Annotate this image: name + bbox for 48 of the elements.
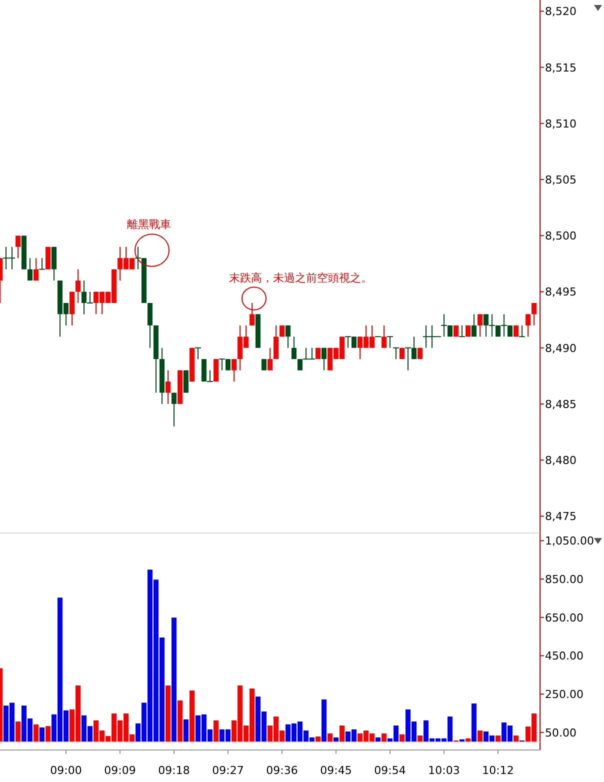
- x-tick-label: 09:36: [266, 764, 298, 777]
- x-tick-label: 09:45: [320, 764, 352, 777]
- bar: [45, 726, 50, 742]
- annotation: 末跌高，未過之前空頭視之。: [228, 271, 372, 284]
- y-tick-label: 8,505: [545, 174, 576, 187]
- bar: [189, 690, 194, 742]
- bar: [178, 700, 182, 742]
- bar: [171, 618, 176, 742]
- bar: [471, 703, 476, 742]
- bar: [417, 735, 422, 742]
- y-tick-label: 8,515: [545, 61, 576, 74]
- bar: [214, 720, 218, 742]
- y-tick-label: 50.00: [545, 726, 576, 740]
- x-tick-label: 10:12: [482, 764, 514, 777]
- y-tick-label: 8,520: [545, 5, 576, 18]
- y-tick-label: 8,480: [545, 454, 576, 468]
- bar: [399, 734, 404, 742]
- y-tick-label: 8,485: [545, 398, 576, 411]
- y-tick-label: 450.00: [545, 650, 584, 663]
- y-tick-label: 250.00: [545, 688, 584, 702]
- bar: [340, 726, 344, 742]
- bar: [165, 685, 170, 742]
- bar: [495, 735, 500, 742]
- x-tick-label: 09:27: [212, 764, 244, 777]
- bar: [513, 735, 518, 742]
- bar: [381, 733, 386, 742]
- y-tick-label: 8,490: [545, 342, 576, 355]
- bar: [16, 721, 20, 742]
- bar: [34, 724, 38, 742]
- y-tick-label: 8,475: [545, 510, 576, 524]
- x-tick-label: 09:09: [104, 764, 136, 777]
- x-tick-label: 09:54: [374, 764, 406, 777]
- bar: [39, 727, 44, 742]
- y-tick-label: 650.00: [545, 611, 584, 624]
- annotation: 離黑戰車: [126, 218, 171, 232]
- bar: [315, 736, 320, 742]
- y-tick-label: 8,495: [545, 286, 576, 299]
- bar: [477, 730, 482, 742]
- y-tick-label: 8,510: [545, 117, 576, 130]
- x-tick-label: 09:18: [158, 764, 190, 777]
- y-tick-label: 850.00: [545, 573, 584, 586]
- y-tick-label: 1,050.00: [545, 534, 594, 548]
- bar: [322, 699, 326, 742]
- x-tick-label: 10:03: [428, 764, 460, 777]
- x-tick-label: 09:00: [50, 764, 82, 777]
- bar: [183, 719, 188, 742]
- y-tick-label: 8,500: [545, 230, 576, 243]
- bar: [327, 733, 332, 742]
